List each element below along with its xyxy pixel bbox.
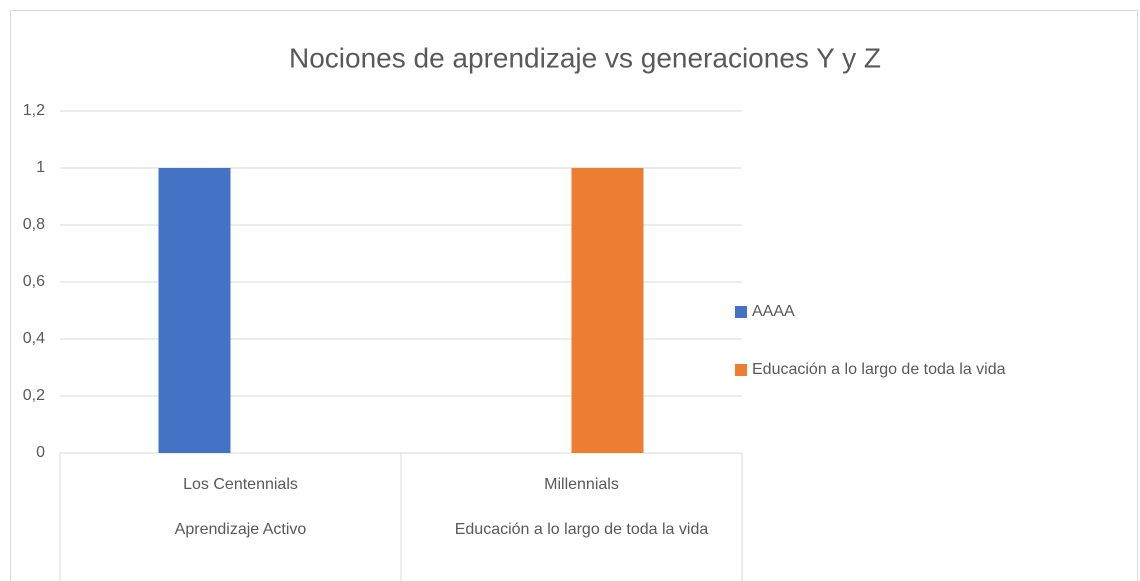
y-tick-label: 0,2 xyxy=(23,387,45,404)
chart-frame xyxy=(10,10,1138,581)
x-tick-label: Los Centennials xyxy=(183,476,298,493)
legend-label: Educación a lo largo de toda la vida xyxy=(752,361,1006,378)
bar xyxy=(571,168,644,453)
legend-swatch xyxy=(735,364,747,376)
legend-swatch xyxy=(735,306,747,318)
bar xyxy=(158,168,231,453)
y-tick-label: 1 xyxy=(36,159,45,176)
y-tick-label: 0,4 xyxy=(23,330,45,347)
y-tick-label: 1,2 xyxy=(23,102,45,119)
x-tick-label: Millennials xyxy=(544,476,619,493)
y-tick-label: 0,8 xyxy=(23,216,45,233)
chart-title: Nociones de aprendizaje vs generaciones … xyxy=(289,42,881,73)
y-tick-label: 0,6 xyxy=(23,273,45,290)
x-subcategory-label: Educación a lo largo de toda la vida xyxy=(454,521,709,538)
legend-label: AAAA xyxy=(752,303,795,320)
y-tick-label: 0 xyxy=(36,444,45,461)
x-subcategory-label: Aprendizaje Activo xyxy=(174,521,307,538)
